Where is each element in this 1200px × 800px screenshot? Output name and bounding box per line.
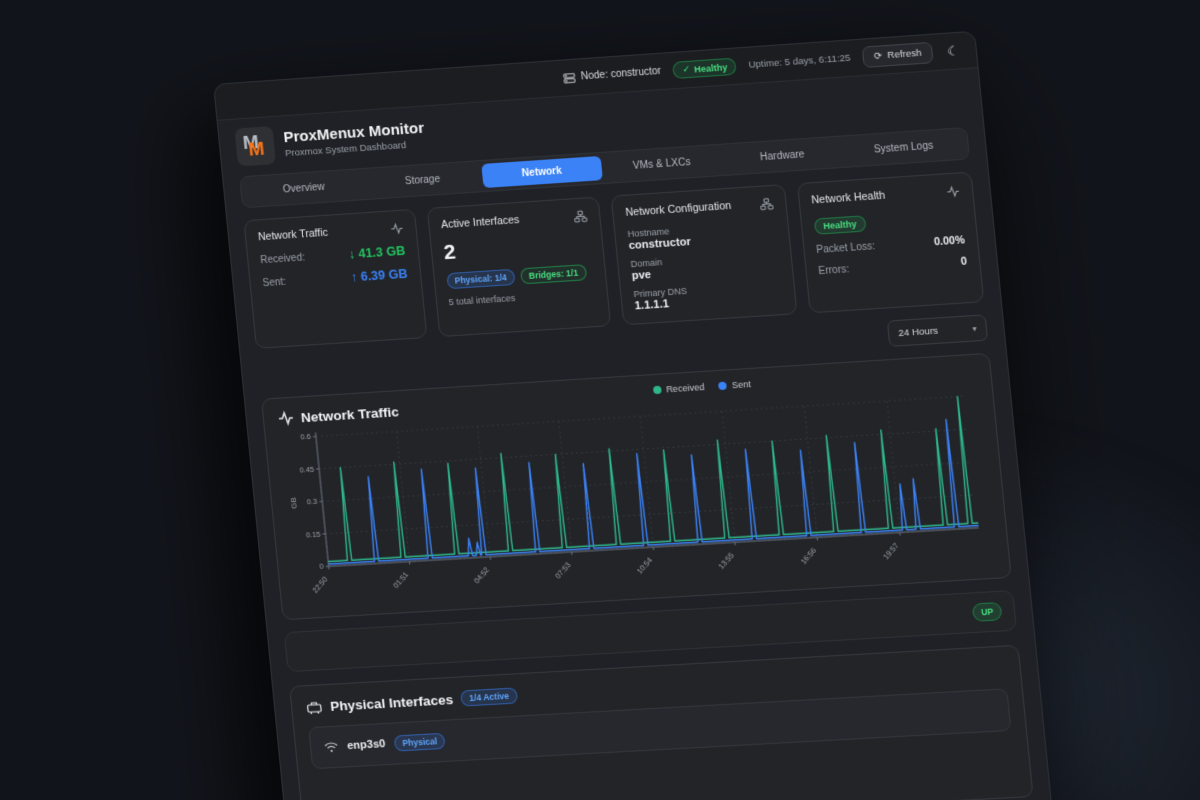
- uptime-text: Uptime: 5 days, 6:11:25: [748, 52, 852, 71]
- interface-name: enp3s0: [346, 738, 386, 753]
- network-tree-icon: [759, 197, 774, 211]
- tab-overview[interactable]: Overview: [282, 181, 326, 196]
- card-title: Network Configuration: [624, 199, 732, 219]
- received-value: ↓ 41.3 GB: [347, 243, 406, 262]
- chart-title: Network Traffic: [300, 403, 400, 425]
- physical-interfaces-section: Physical Interfaces 1/4 Active enp3s0 Ph…: [289, 644, 1034, 800]
- chevron-down-icon: ▾: [971, 323, 977, 333]
- card-title: Network Traffic: [257, 226, 329, 244]
- packet-loss-value: 0.00%: [933, 234, 966, 249]
- network-health-card: Network Health Healthy Packet Loss: 0.00…: [796, 171, 985, 314]
- dark-mode-toggle[interactable]: ☾: [944, 42, 962, 60]
- sent-label: Sent:: [262, 276, 287, 289]
- svg-text:0.3: 0.3: [306, 497, 317, 507]
- health-status-pill: Healthy: [813, 215, 867, 235]
- svg-text:04:52: 04:52: [472, 565, 491, 585]
- received-dot: [652, 385, 662, 395]
- tab-hardware[interactable]: Hardware: [759, 148, 806, 163]
- card-title: Active Interfaces: [440, 213, 520, 232]
- proxmenux-logo: M M: [234, 126, 277, 167]
- activity-icon: [389, 222, 403, 236]
- errors-value: 0: [960, 255, 968, 268]
- card-title: Network Health: [810, 189, 886, 207]
- sent-dot: [718, 381, 728, 391]
- sent-value: ↑ 6.39 GB: [350, 266, 409, 285]
- packet-loss-label: Packet Loss:: [815, 240, 876, 256]
- physical-interfaces-title: Physical Interfaces: [329, 691, 454, 714]
- total-interfaces-text: 5 total interfaces: [448, 292, 516, 308]
- health-label: Healthy: [693, 61, 728, 75]
- svg-text:13:55: 13:55: [717, 551, 736, 571]
- errors-label: Errors:: [817, 263, 850, 277]
- svg-text:10:54: 10:54: [635, 556, 654, 576]
- moon-icon: ☾: [946, 43, 961, 60]
- time-range-value: 24 Hours: [897, 325, 939, 339]
- svg-text:22:50: 22:50: [311, 575, 330, 595]
- interface-badges: Physical: 1/4 Bridges: 1/1: [445, 264, 594, 290]
- health-status-text: Healthy: [822, 218, 858, 232]
- network-configuration-card: Network Configuration Hostname construct…: [610, 184, 798, 326]
- svg-text:GB: GB: [289, 497, 299, 509]
- tab-system-logs[interactable]: System Logs: [873, 140, 934, 156]
- svg-text:0.15: 0.15: [305, 530, 320, 540]
- traffic-line-chart: 0 0.15 0.3 0.45 0.6 22:50 01:51 04:52 07:53 10:54…: [289, 387, 995, 595]
- active-interface-count: 2: [442, 240, 457, 265]
- svg-text:19:57: 19:57: [881, 541, 900, 561]
- tab-vms-lxcs[interactable]: VMs & LXCs: [632, 156, 692, 172]
- up-status-badge: UP: [972, 601, 1003, 622]
- refresh-label: Refresh: [886, 47, 923, 62]
- health-status-badge: ✓ Healthy: [672, 57, 738, 80]
- active-count-badge: 1/4 Active: [460, 687, 518, 707]
- legend-sent: Sent: [718, 379, 751, 391]
- node-chip: Node: constructor: [563, 65, 662, 84]
- ethernet-icon: [305, 699, 322, 715]
- svg-text:0.6: 0.6: [300, 432, 311, 442]
- physical-count-badge: Physical: 1/4: [445, 268, 516, 290]
- dashboard-window: Node: constructor ✓ Healthy Uptime: 5 da…: [213, 30, 1069, 800]
- svg-text:16:56: 16:56: [799, 546, 818, 566]
- activity-icon: [946, 185, 961, 199]
- refresh-button[interactable]: ⟳ Refresh: [861, 41, 934, 68]
- refresh-icon: ⟳: [873, 50, 883, 63]
- time-range-select[interactable]: 24 Hours ▾: [886, 314, 989, 347]
- network-traffic-chart-card: Network Traffic Received Sent 0 0.15 0.3 0.…: [260, 352, 1012, 621]
- svg-text:07:53: 07:53: [553, 560, 572, 580]
- node-label: Node: constructor: [580, 65, 662, 83]
- tab-storage[interactable]: Storage: [404, 173, 441, 187]
- network-tab-content: Network Traffic Received: ↓ 41.3 GB Sent…: [226, 158, 1051, 800]
- received-label: Received:: [259, 251, 306, 266]
- bridges-count-badge: Bridges: 1/1: [519, 264, 587, 285]
- svg-text:0.45: 0.45: [299, 465, 314, 475]
- interface-row-enp3s0: enp3s0 Physical: [308, 688, 1012, 770]
- network-nodes-icon: [573, 209, 587, 223]
- active-interfaces-card: Active Interfaces 2 Physical: 1/4 Bridge…: [426, 196, 612, 338]
- activity-icon: [277, 410, 295, 427]
- svg-text:0: 0: [319, 562, 324, 571]
- interface-type-badge: Physical: [393, 732, 446, 752]
- tab-network[interactable]: Network: [480, 155, 603, 189]
- check-icon: ✓: [681, 63, 691, 75]
- logo-letter-front: M: [247, 138, 266, 161]
- header-text: ProxMenux Monitor Proxmox System Dashboa…: [283, 120, 426, 160]
- svg-text:01:51: 01:51: [391, 570, 410, 590]
- network-traffic-card: Network Traffic Received: ↓ 41.3 GB Sent…: [243, 208, 427, 349]
- server-icon: [563, 71, 576, 84]
- wifi-icon: [324, 741, 339, 754]
